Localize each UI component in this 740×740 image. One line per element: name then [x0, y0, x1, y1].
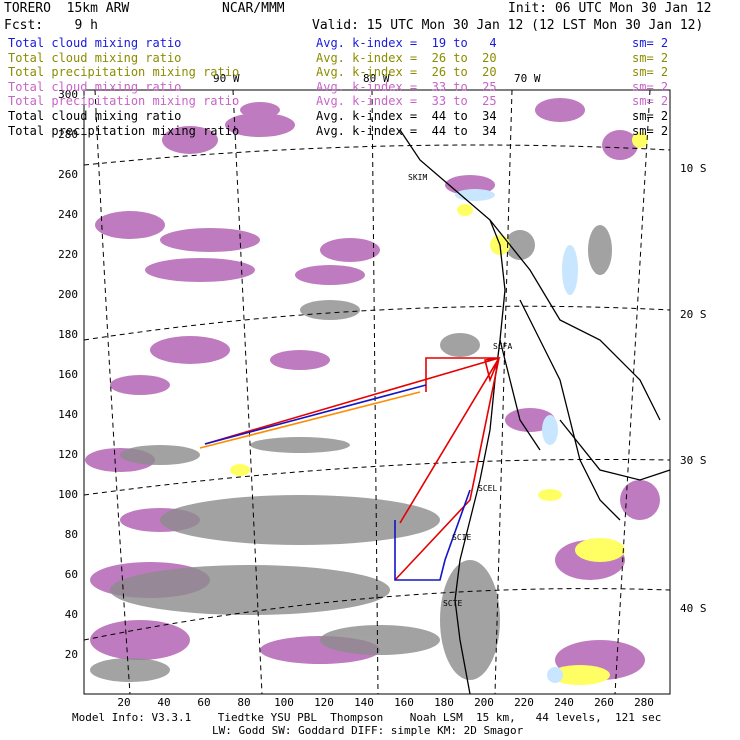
y-tick-label: 40	[65, 608, 78, 621]
longitude-label: 70 W	[514, 72, 541, 85]
longitude-labels: 90 W 80 W 70 W	[213, 72, 541, 85]
x-tick-label: 280	[634, 696, 654, 709]
legend-stat: Avg. k-index = 26 to 20	[316, 50, 497, 65]
x-tick-label: 140	[354, 696, 374, 709]
latitude-label: 20 S	[680, 308, 707, 321]
latlon-grid	[83, 89, 671, 695]
legend-field: Total cloud mixing ratio	[8, 109, 182, 123]
cloud-field-gray	[90, 225, 612, 682]
station-scte: SCTE	[443, 599, 462, 608]
legend-sm: sm= 2	[632, 65, 669, 80]
valid-time: Valid: 15 UTC Mon 30 Jan 12 (12 LST Mon …	[312, 18, 704, 33]
legend-sm: sm= 2	[632, 123, 669, 138]
physics-info: LW: Godd SW: Goddard DIFF: simple KM: 2D…	[212, 724, 524, 737]
x-tick-label: 100	[274, 696, 294, 709]
x-tick-label: 240	[554, 696, 574, 709]
x-tick-label: 260	[594, 696, 614, 709]
x-tick-label: 40	[157, 696, 170, 709]
y-tick-label: 280	[58, 128, 78, 141]
model-title: TORERO 15km ARW	[4, 1, 130, 16]
legend-stat: Avg. k-index = 33 to 25	[316, 94, 497, 109]
legend-field: Total precipitation mixing ratio	[8, 65, 240, 80]
y-tick-label: 120	[58, 448, 78, 461]
legend-stat: Avg. k-index = 44 to 34	[316, 123, 497, 138]
longitude-label: 80 W	[363, 72, 390, 85]
legend-stat: Avg. k-index = 44 to 34	[316, 109, 497, 123]
station-scie: SCIE	[452, 533, 471, 542]
longitude-label: 90 W	[213, 72, 240, 85]
y-tick-label: 200	[58, 288, 78, 301]
latitude-label: 30 S	[680, 454, 707, 467]
flight-track-orange	[199, 391, 421, 449]
x-axis-ticks: 20 40 60 80 100 120 140 160 180 200 220 240 260 280	[117, 696, 654, 709]
station-scfa: SCFA	[493, 342, 512, 351]
x-tick-label: 20	[117, 696, 130, 709]
y-tick-label: 220	[58, 248, 78, 261]
station-markers: SKIM SCFA SCEL SCIE SCTE	[408, 173, 512, 608]
legend-field: Total cloud mixing ratio	[8, 36, 182, 50]
y-axis-ticks: 20 40 60 80 100 120 140 160 180 200 220 240 260 280 30…	[58, 88, 78, 661]
station-scel: SCEL	[478, 484, 497, 493]
legend-field: Total precipitation mixing ratio	[8, 123, 240, 138]
y-tick-label: 300	[58, 88, 78, 101]
x-tick-label: 160	[394, 696, 414, 709]
model-info: Model Info: V3.3.1 Tiedtke YSU PBL Thomp…	[72, 711, 662, 724]
y-tick-label: 180	[58, 328, 78, 341]
legend-stat: Avg. k-index = 19 to 4	[316, 36, 497, 50]
cloud-field-yellow	[230, 132, 648, 685]
flight-track-red	[204, 356, 501, 581]
x-tick-label: 200	[474, 696, 494, 709]
forecast-hour: Fcst: 9 h	[4, 18, 98, 33]
y-tick-label: 240	[58, 208, 78, 221]
flight-tracks	[199, 356, 501, 581]
y-tick-label: 60	[65, 568, 78, 581]
y-tick-label: 260	[58, 168, 78, 181]
latitude-label: 40 S	[680, 602, 707, 615]
legend-field: Total cloud mixing ratio	[8, 50, 182, 65]
legend-stat: Avg. k-index = 26 to 20	[316, 65, 497, 80]
station-skim: SKIM	[408, 173, 427, 182]
y-tick-label: 140	[58, 408, 78, 421]
legend-field: Total precipitation mixing ratio	[8, 94, 240, 109]
y-tick-label: 20	[65, 648, 78, 661]
legend-sm: sm= 2	[632, 79, 669, 94]
x-tick-label: 80	[237, 696, 250, 709]
legend-sm: sm= 2	[632, 36, 669, 50]
y-tick-label: 100	[58, 488, 78, 501]
y-tick-label: 160	[58, 368, 78, 381]
latitude-label: 10 S	[680, 162, 707, 175]
legend-stat: Avg. k-index = 33 to 25	[316, 79, 497, 94]
legend-sm: sm= 2	[632, 94, 669, 109]
x-tick-label: 220	[514, 696, 534, 709]
y-tick-label: 80	[65, 528, 78, 541]
init-time: Init: 06 UTC Mon 30 Jan 12	[508, 1, 712, 16]
x-tick-label: 120	[314, 696, 334, 709]
legend-field: Total cloud mixing ratio	[8, 79, 182, 94]
latitude-labels: 10 S 20 S 30 S 40 S	[680, 162, 707, 615]
flight-track-blue	[204, 384, 471, 581]
legend-sm: sm= 2	[632, 50, 669, 65]
x-tick-label: 180	[434, 696, 454, 709]
center-name: NCAR/MMM	[222, 1, 285, 16]
x-tick-label: 60	[197, 696, 210, 709]
legend-sm: sm= 2	[632, 109, 669, 123]
